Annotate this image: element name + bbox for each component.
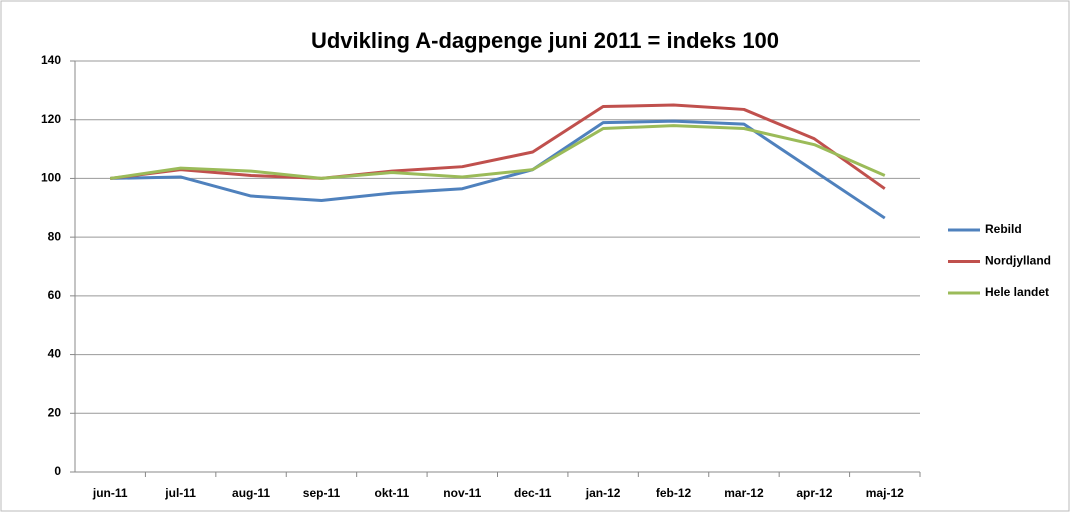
- y-tick-label: 40: [48, 347, 62, 361]
- x-tick-label: aug-11: [232, 486, 270, 500]
- legend-label: Nordjylland: [985, 254, 1051, 268]
- y-tick-label: 80: [48, 229, 62, 243]
- y-tick-label: 120: [41, 112, 61, 126]
- x-tick-label: jan-12: [585, 486, 621, 500]
- x-tick-label: jul-11: [164, 486, 196, 500]
- x-tick-label: apr-12: [796, 486, 832, 500]
- x-tick-label: feb-12: [656, 486, 692, 500]
- x-tick-label: maj-12: [866, 486, 904, 500]
- y-tick-label: 100: [41, 171, 61, 185]
- series-line: [109, 124, 886, 180]
- legend-label: Rebild: [985, 222, 1022, 236]
- x-tick-label: jun-11: [92, 486, 128, 500]
- legend-label: Hele landet: [985, 285, 1049, 299]
- y-tick-label: 0: [54, 464, 61, 478]
- y-tick-label: 140: [41, 53, 61, 67]
- series-line: [110, 103, 886, 190]
- x-tick-label: sep-11: [303, 486, 341, 500]
- y-tick-label: 20: [48, 405, 62, 419]
- x-tick-label: dec-11: [514, 486, 552, 500]
- y-tick-label: 60: [48, 288, 62, 302]
- chart-title: Udvikling A-dagpenge juni 2011 = indeks …: [311, 28, 779, 53]
- x-tick-label: mar-12: [724, 486, 764, 500]
- x-tick-label: okt-11: [375, 486, 410, 500]
- x-tick-label: nov-11: [443, 486, 481, 500]
